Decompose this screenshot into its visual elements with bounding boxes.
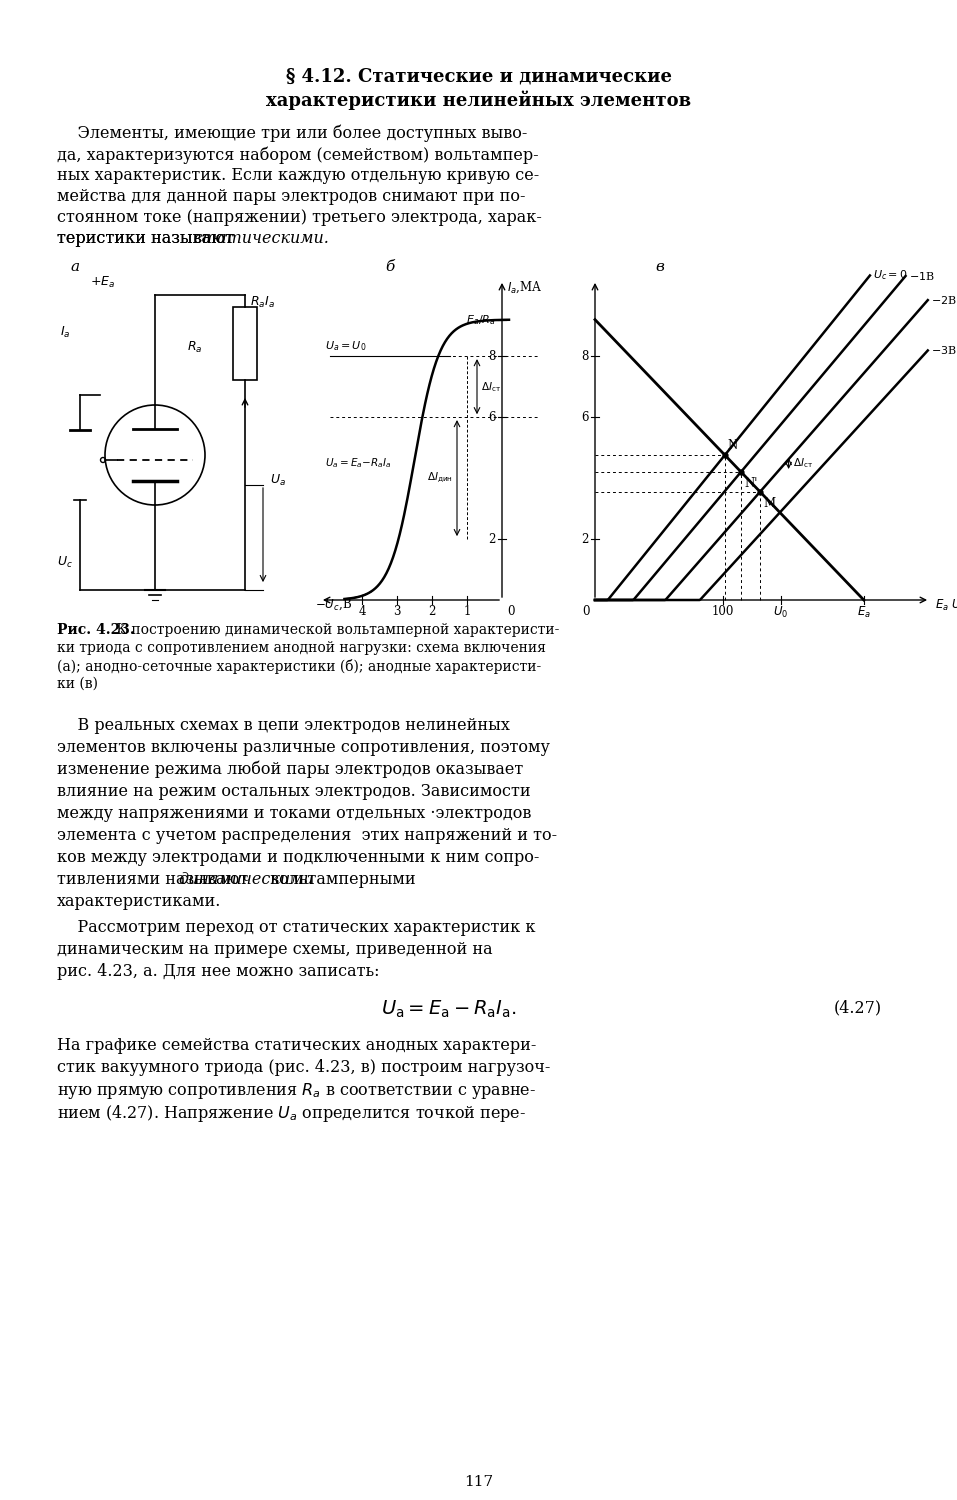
Text: 100: 100 (712, 604, 734, 618)
Text: $R_a$: $R_a$ (188, 340, 203, 356)
Text: $I_a$,МА: $I_a$,МА (507, 280, 543, 296)
Text: 0: 0 (507, 604, 515, 618)
Text: 2: 2 (429, 604, 435, 618)
Text: элемента с учетом распределения  этих напряжений и то-: элемента с учетом распределения этих нап… (57, 827, 557, 844)
Text: К построению динамической вольтамперной характеристи-: К построению динамической вольтамперной … (112, 622, 560, 638)
Text: $-3$В: $-3$В (931, 345, 957, 357)
Text: На графике семейства статических анодных характери-: На графике семейства статических анодных… (57, 1036, 536, 1054)
Text: теристики называют: теристики называют (57, 230, 239, 248)
Text: элементов включены различные сопротивления, поэтому: элементов включены различные сопротивлен… (57, 740, 550, 756)
Text: 0: 0 (583, 604, 590, 618)
Text: (а); анодно-сеточные характеристики (б); анодные характеристи-: (а); анодно-сеточные характеристики (б);… (57, 658, 542, 674)
Text: $E_a/R_a$: $E_a/R_a$ (466, 312, 496, 327)
Text: стоянном токе (напряжении) третьего электрода, харак-: стоянном токе (напряжении) третьего элек… (57, 209, 542, 226)
Text: теристики называют: теристики называют (57, 230, 239, 248)
Text: $U_c$: $U_c$ (57, 555, 73, 570)
Text: $\Delta I_{\rm дин}$: $\Delta I_{\rm дин}$ (427, 471, 453, 486)
Text: $E_a \ U_a$,В: $E_a \ U_a$,В (935, 597, 957, 612)
Text: 2: 2 (582, 532, 589, 546)
Text: а: а (71, 260, 79, 274)
Text: $-2$В: $-2$В (931, 294, 957, 306)
Text: 6: 6 (488, 411, 496, 423)
Text: рис. 4.23, а. Для нее можно записать:: рис. 4.23, а. Для нее можно записать: (57, 963, 380, 980)
Text: $\Delta I_{\rm ст}$: $\Delta I_{\rm ст}$ (481, 380, 501, 393)
Text: 4: 4 (358, 604, 366, 618)
Text: 3: 3 (393, 604, 401, 618)
Text: N: N (728, 440, 738, 452)
Text: ки триода с сопротивлением анодной нагрузки: схема включения: ки триода с сопротивлением анодной нагру… (57, 640, 545, 656)
Text: 8: 8 (489, 350, 496, 363)
Text: ную прямую сопротивления $R_a$ в соответствии с уравне-: ную прямую сопротивления $R_a$ в соответ… (57, 1082, 536, 1101)
Text: $U_a{=}E_a{-}R_a I_a$: $U_a{=}E_a{-}R_a I_a$ (325, 456, 391, 470)
Text: $-U_c$,В: $-U_c$,В (315, 597, 352, 612)
Text: ных характеристик. Если каждую отдельную кривую се-: ных характеристик. Если каждую отдельную… (57, 166, 539, 184)
Text: § 4.12. Статические и динамические: § 4.12. Статические и динамические (285, 68, 672, 86)
Text: изменение режима любой пары электродов оказывает: изменение режима любой пары электродов о… (57, 760, 523, 778)
Text: в: в (656, 260, 664, 274)
Text: Элементы, имеющие три или более доступных выво-: Элементы, имеющие три или более доступны… (57, 124, 527, 142)
Text: ки (в): ки (в) (57, 676, 98, 692)
Text: 117: 117 (464, 1474, 493, 1490)
Text: $I_a$: $I_a$ (60, 326, 71, 340)
Text: вольтамперными: вольтамперными (265, 871, 415, 888)
Text: $U_0$: $U_0$ (773, 604, 789, 619)
Text: $U_a$: $U_a$ (270, 472, 286, 488)
Text: 6: 6 (582, 411, 589, 423)
Text: б: б (386, 260, 394, 274)
Text: влияние на режим остальных электродов. Зависимости: влияние на режим остальных электродов. З… (57, 783, 530, 800)
Text: да, характеризуются набором (семейством) вольтампер-: да, характеризуются набором (семейством)… (57, 146, 539, 164)
Text: $U_c{=}0$: $U_c{=}0$ (873, 268, 907, 282)
Text: характеристики нелинейных элементов: характеристики нелинейных элементов (266, 92, 691, 111)
Text: Рис. 4.23.: Рис. 4.23. (57, 622, 135, 638)
Text: M: M (763, 496, 775, 510)
Text: динамическим на примере схемы, приведенной на: динамическим на примере схемы, приведенн… (57, 940, 493, 958)
Text: (4.27): (4.27) (834, 999, 882, 1016)
Text: статическими.: статическими. (193, 230, 329, 248)
Text: мейства для данной пары электродов снимают при по-: мейства для данной пары электродов снима… (57, 188, 525, 206)
Text: тивлениями называют: тивлениями называют (57, 871, 254, 888)
Text: $+E_a$: $+E_a$ (90, 274, 115, 290)
Text: 1: 1 (463, 604, 471, 618)
Text: Рассмотрим переход от статических характеристик к: Рассмотрим переход от статических характ… (57, 920, 536, 936)
Text: В реальных схемах в цепи электродов нелинейных: В реальных схемах в цепи электродов нели… (57, 717, 510, 734)
Text: $R_a I_a$: $R_a I_a$ (250, 296, 275, 310)
Text: 8: 8 (582, 350, 589, 363)
Text: $-1$В: $-1$В (908, 270, 934, 282)
Bar (233, 308, 257, 380)
Text: стик вакуумного триода (рис. 4.23, в) построим нагрузоч-: стик вакуумного триода (рис. 4.23, в) по… (57, 1059, 550, 1076)
Text: динамическими: динамическими (178, 871, 314, 888)
Text: $E_a$: $E_a$ (857, 604, 871, 619)
Text: $U_a{=}U_0$: $U_a{=}U_0$ (325, 339, 367, 352)
Text: нием (4.27). Напряжение $U_a$ определится точкой пере-: нием (4.27). Напряжение $U_a$ определитс… (57, 1102, 526, 1124)
Text: ков между электродами и подключенными к ним сопро-: ков между электродами и подключенными к … (57, 849, 540, 865)
Text: $U_{\rm a} = E_{\rm a} - R_{\rm a}I_{\rm a}.$: $U_{\rm a} = E_{\rm a} - R_{\rm a}I_{\rm… (381, 999, 516, 1020)
Text: 2: 2 (489, 532, 496, 546)
Text: между напряжениями и токами отдельных ·электродов: между напряжениями и токами отдельных ·э… (57, 806, 531, 822)
Text: N': N' (744, 477, 757, 490)
Text: характеристиками.: характеристиками. (57, 892, 221, 910)
Text: $\Delta I_{\rm ст}$: $\Delta I_{\rm ст}$ (792, 456, 812, 471)
